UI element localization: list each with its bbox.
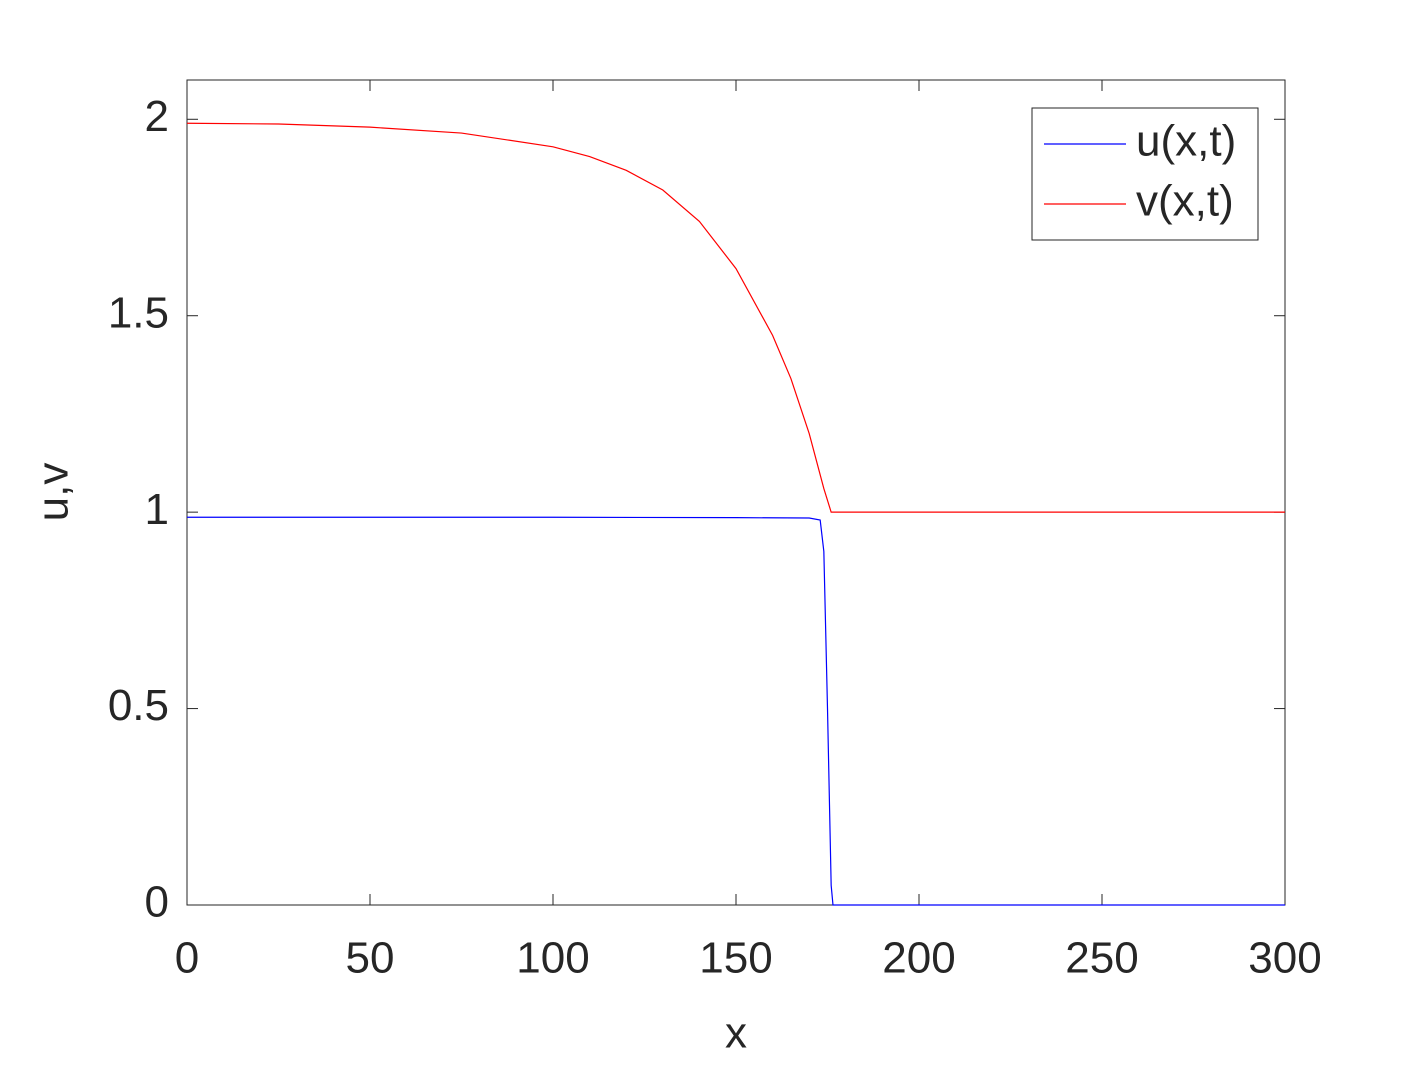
y-tick-label: 1: [145, 485, 169, 534]
x-axis-label: x: [725, 1009, 747, 1058]
y-tick-label: 2: [145, 92, 169, 141]
legend-label: u(x,t): [1136, 117, 1236, 166]
y-tick-label: 1.5: [108, 288, 169, 337]
legend-label: v(x,t): [1136, 177, 1234, 226]
x-tick-label: 250: [1065, 934, 1138, 983]
y-tick-label: 0: [145, 878, 169, 927]
x-tick-label: 0: [175, 934, 199, 983]
x-tick-label: 150: [699, 934, 772, 983]
x-tick-label: 100: [516, 934, 589, 983]
series-line: [187, 516, 1285, 906]
x-tick-label: 50: [346, 934, 395, 983]
y-tick-label: 0.5: [108, 681, 169, 730]
x-tick-label: 300: [1248, 934, 1321, 983]
series-line: [186, 122, 1285, 513]
legend-box: [1031, 107, 1259, 241]
y-axis-label: u,v: [29, 463, 78, 522]
x-tick-label: 200: [882, 934, 955, 983]
